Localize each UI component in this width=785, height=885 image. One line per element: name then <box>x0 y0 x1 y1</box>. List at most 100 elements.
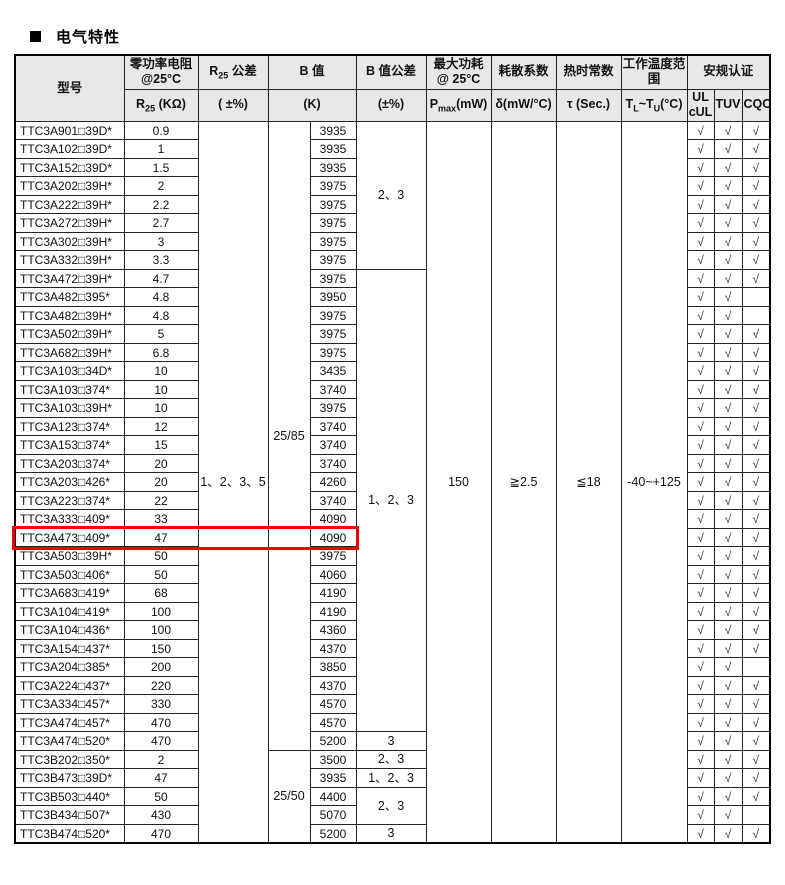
col-header-operating-temp: 工作温度范围 <box>620 54 688 90</box>
check-icon: √ <box>752 438 760 452</box>
model-cell: TTC3A334□457* <box>14 694 125 714</box>
model-cell: TTC3A204□385* <box>14 657 125 677</box>
check-icon: √ <box>697 179 704 193</box>
b-value-cell: 3935 <box>309 139 357 159</box>
check-icon: √ <box>697 364 704 378</box>
check-icon: √ <box>724 771 732 785</box>
cert-cqc-cell: √ <box>741 564 771 585</box>
table-row: TTC3A302□39H* 3 3975 √ √ √ <box>14 231 771 252</box>
check-icon: √ <box>697 660 704 674</box>
check-icon: √ <box>697 697 704 711</box>
temp-range-cell: -40~+125 <box>620 120 688 844</box>
col-header-b-value: B 值 <box>267 54 357 90</box>
r25-cell: 50 <box>123 564 199 585</box>
r25-cell: 470 <box>123 731 199 751</box>
cert-tuv-cell: √ <box>713 805 743 825</box>
b-value-cell: 3975 <box>309 231 357 252</box>
cert-tuv-cell: √ <box>713 675 743 696</box>
check-icon: √ <box>724 123 732 138</box>
b-value-cell: 3950 <box>309 287 357 307</box>
check-icon: √ <box>724 752 732 767</box>
r25-cell: 220 <box>123 675 199 696</box>
cert-ul-cell: √ <box>686 712 715 733</box>
b-value-cell: 3975 <box>309 342 357 363</box>
check-icon: √ <box>697 308 704 323</box>
col-header-model: 型号 <box>14 54 125 122</box>
cert-tuv-cell: √ <box>713 694 743 714</box>
check-icon: √ <box>724 641 732 656</box>
cert-tuv-cell: √ <box>713 305 743 326</box>
table-row: TTC3A203□374* 20 3740 √ √ √ <box>14 453 771 474</box>
subheader-cert-ul-cul: UL cUL <box>686 88 715 122</box>
check-icon: √ <box>697 345 704 360</box>
model-cell: TTC3B473□39D* <box>14 768 125 788</box>
check-icon: √ <box>752 771 760 785</box>
table-row: TTC3A154□437* 150 4370 √ √ √ <box>14 638 771 659</box>
cert-ul-cell: √ <box>686 805 715 825</box>
b-value-cell: 3975 <box>309 324 357 344</box>
cert-ul-cell: √ <box>686 583 715 603</box>
cert-cqc-cell: √ <box>741 620 771 640</box>
check-icon: √ <box>724 697 732 711</box>
cert-tuv-cell: √ <box>713 712 743 733</box>
r25-cell: 3 <box>123 231 199 252</box>
cert-ul-cell: √ <box>686 231 715 252</box>
cert-tuv-cell: √ <box>713 749 743 770</box>
table-row: TTC3A332□39H* 3.3 3975 √ √ √ <box>14 250 771 270</box>
check-icon: √ <box>724 493 732 508</box>
cert-cqc-cell: √ <box>741 490 771 511</box>
b-value-cell: 3740 <box>309 453 357 474</box>
subheader-delta-mw-c: δ(mW/°C) <box>490 88 557 122</box>
check-icon: √ <box>752 197 760 212</box>
check-icon: √ <box>724 660 732 674</box>
r25-cell: 4.8 <box>123 305 199 326</box>
cert-tuv-cell: √ <box>713 768 743 788</box>
check-icon: √ <box>724 160 732 175</box>
cert-tuv-cell: √ <box>713 601 743 622</box>
cert-cqc-cell: √ <box>741 268 771 289</box>
r25-cell: 2.7 <box>123 213 199 233</box>
cert-ul-cell: √ <box>686 398 715 418</box>
check-icon: √ <box>752 419 760 434</box>
check-icon: √ <box>752 160 760 175</box>
electrical-characteristics-table-wrap: 型号 零功率电阻 @25°C R25 公差 B 值 B 值公差 最大功耗 @ 25°… <box>14 54 772 845</box>
b-value-cell: 4570 <box>309 712 357 733</box>
cert-cqc-cell: √ <box>741 231 771 252</box>
b-value-cell: 3740 <box>309 379 357 400</box>
cert-ul-cell: √ <box>686 157 715 178</box>
r25-cell: 430 <box>123 805 199 825</box>
r25-cell: 10 <box>123 379 199 400</box>
cert-tuv-cell: √ <box>713 361 743 381</box>
cert-tuv-cell: √ <box>713 472 743 492</box>
b-value-cell: 3975 <box>309 305 357 326</box>
check-icon: √ <box>752 253 760 267</box>
cert-tuv-cell: √ <box>713 620 743 640</box>
table-row: TTC3A334□457* 330 4570 √ √ √ <box>14 694 771 714</box>
b-value-cell: 4400 <box>309 786 357 807</box>
cert-ul-cell: √ <box>686 250 715 270</box>
cert-ul-cell: √ <box>686 416 715 437</box>
col-header-safety-cert: 安规认证 <box>686 54 771 90</box>
model-cell: TTC3A203□374* <box>14 453 125 474</box>
cert-tuv-cell: √ <box>713 490 743 511</box>
table-row: TTC3A153□374* 15 3740 √ √ √ <box>14 435 771 455</box>
b-value-cell: 3740 <box>309 416 357 437</box>
cert-ul-cell: √ <box>686 490 715 511</box>
check-icon: √ <box>752 475 760 489</box>
cert-tuv-cell: √ <box>713 731 743 751</box>
r25-cell: 47 <box>123 768 199 788</box>
table-row: TTC3A103□374* 10 3740 √ √ √ <box>14 379 771 400</box>
check-icon: √ <box>697 216 704 230</box>
b-value-cell: 4090 <box>309 509 357 529</box>
check-icon: √ <box>697 123 704 138</box>
check-icon: √ <box>724 475 732 489</box>
cert-cqc-cell: √ <box>741 786 771 807</box>
table-row: TTC3A102□39D* 1 3935 √ √ √ <box>14 139 771 159</box>
subheader-r25-kohm: R25 (KΩ) <box>123 88 199 122</box>
table-row: TTC3A103□34D* 10 3435 √ √ √ <box>14 361 771 381</box>
cert-cqc-cell: √ <box>741 194 771 215</box>
check-icon: √ <box>724 530 732 545</box>
check-icon: √ <box>752 623 760 637</box>
table-row: TTC3A223□374* 22 3740 √ √ √ <box>14 490 771 511</box>
model-cell: TTC3B474□520* <box>14 823 125 844</box>
